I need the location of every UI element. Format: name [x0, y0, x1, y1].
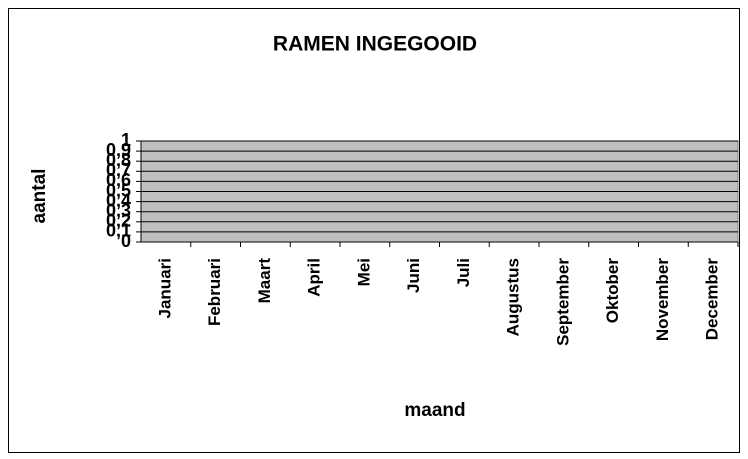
y-tick-label: 0,5: [106, 180, 131, 200]
x-tick-label: April: [305, 258, 324, 297]
x-axis-label: maand: [404, 400, 465, 421]
y-tick-label: 0,3: [106, 200, 131, 220]
y-tick-label: 0,2: [106, 211, 131, 231]
x-tick-label: Januari: [155, 258, 174, 318]
x-tick-label: Augustus: [504, 258, 523, 336]
x-tick-label: September: [553, 258, 572, 346]
x-tick-label: Februari: [205, 258, 224, 326]
y-tick-label: 0,9: [106, 140, 131, 160]
y-tick-label: 0: [121, 231, 131, 251]
y-tick-label: 0,7: [106, 160, 131, 180]
y-tick-label: 0,1: [106, 221, 131, 241]
y-tick-label: 1: [121, 130, 131, 150]
x-tick-label: Juli: [454, 258, 473, 287]
y-tick-label: 0,8: [106, 150, 131, 170]
y-tick-label: 0,6: [106, 170, 131, 190]
x-tick-label: November: [653, 258, 672, 342]
x-tick-label: Juni: [404, 258, 423, 293]
x-tick-label: Oktober: [603, 258, 622, 324]
y-axis-label: aantal: [29, 169, 50, 224]
x-tick-label: December: [703, 258, 722, 341]
chart-title: RAMEN INGEGOOID: [273, 33, 477, 56]
x-tick-label: Mei: [354, 258, 373, 286]
y-tick-label: 0,4: [106, 190, 131, 210]
x-tick-label: Maart: [255, 258, 274, 304]
